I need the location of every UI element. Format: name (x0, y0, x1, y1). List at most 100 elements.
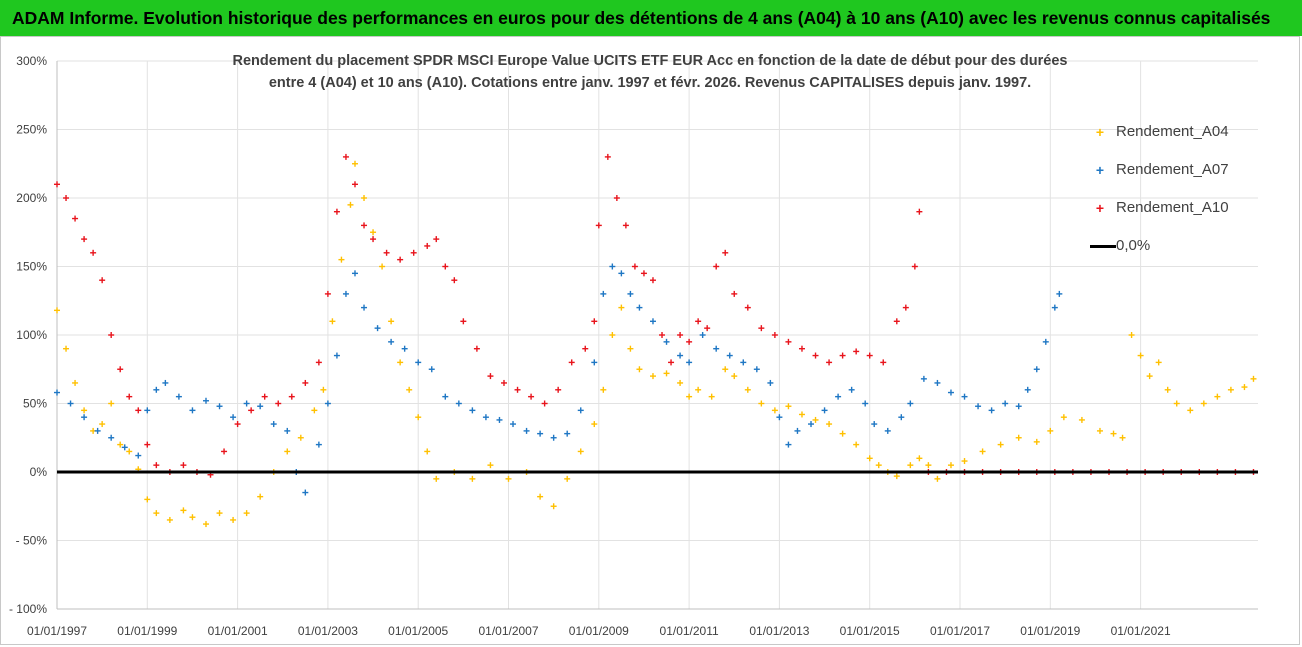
data-point (361, 304, 368, 311)
data-point (537, 430, 544, 437)
data-point (370, 229, 377, 236)
x-tick-label: 01/01/2009 (569, 624, 629, 638)
data-point (99, 421, 106, 428)
chart-frame (0, 36, 1300, 645)
data-point (1002, 400, 1009, 407)
data-point (663, 338, 670, 345)
data-point (898, 414, 905, 421)
data-point (785, 441, 792, 448)
data-point (126, 448, 133, 455)
data-point (72, 379, 79, 386)
data-point (243, 400, 250, 407)
data-point (257, 493, 264, 500)
data-point (699, 332, 706, 338)
data-point (649, 373, 656, 380)
data-point (175, 393, 182, 400)
data-point (153, 510, 160, 517)
data-point (108, 332, 115, 338)
data-point (686, 359, 693, 366)
data-point (108, 400, 115, 407)
data-point (383, 249, 390, 256)
chart-grid (56, 60, 1258, 610)
data-point (288, 393, 295, 400)
data-point (388, 338, 395, 345)
data-point (261, 393, 268, 400)
data-point (1015, 434, 1022, 441)
data-point (216, 510, 223, 517)
data-point (415, 414, 422, 421)
data-point (153, 462, 160, 469)
data-point (564, 475, 571, 482)
data-point (997, 441, 1004, 448)
data-point (708, 393, 715, 400)
data-point (514, 386, 521, 393)
data-point (180, 507, 187, 514)
data-point (758, 400, 765, 407)
x-tick-label: 01/01/2007 (478, 624, 538, 638)
data-point (311, 407, 318, 414)
data-point (189, 514, 196, 521)
data-point (469, 407, 476, 414)
data-point (975, 403, 982, 410)
data-point (397, 256, 404, 263)
data-point (406, 386, 413, 393)
data-point (166, 516, 173, 523)
data-point (722, 366, 729, 373)
data-point (618, 270, 625, 277)
data-point (1015, 403, 1022, 410)
data-point (202, 521, 209, 528)
data-point (613, 195, 620, 201)
data-point (866, 455, 873, 462)
data-point (121, 444, 128, 451)
x-tick-label: 01/01/2013 (749, 624, 809, 638)
data-point (388, 318, 395, 325)
data-point (144, 441, 151, 448)
data-point (875, 462, 882, 469)
data-point (351, 181, 358, 188)
data-point (591, 318, 598, 325)
data-point (550, 503, 557, 510)
data-point (1047, 427, 1054, 434)
data-point (686, 338, 693, 345)
data-point (469, 475, 476, 482)
data-point (302, 489, 309, 496)
data-point (329, 318, 336, 325)
data-point (839, 430, 846, 437)
data-point (135, 407, 142, 414)
data-point (401, 345, 408, 352)
data-point (591, 421, 598, 428)
data-point (785, 403, 792, 410)
data-point (54, 389, 60, 396)
data-point (1173, 400, 1180, 407)
data-point (315, 441, 322, 448)
data-point (866, 352, 873, 359)
data-point (794, 427, 801, 434)
data-point (333, 208, 340, 215)
data-point (243, 510, 250, 517)
legend-item-a07: + Rendement_A07 (1090, 158, 1280, 196)
data-point (848, 386, 855, 393)
data-point (284, 448, 291, 455)
data-point (916, 455, 923, 462)
data-point (627, 290, 634, 297)
x-tick-label: 01/01/1997 (27, 624, 87, 638)
data-point (776, 414, 783, 421)
data-point (482, 414, 489, 421)
data-point (451, 277, 458, 284)
data-point (234, 421, 241, 428)
x-tick-label: 01/01/2011 (660, 624, 719, 638)
data-point (541, 400, 548, 407)
data-point (988, 407, 995, 414)
data-point (351, 270, 358, 277)
data-point (221, 448, 228, 455)
data-point (126, 393, 133, 400)
data-point (180, 462, 187, 469)
data-point (99, 277, 106, 284)
data-point (911, 263, 918, 270)
data-point (785, 338, 792, 345)
data-point (415, 359, 422, 366)
data-point (351, 160, 358, 167)
data-point (302, 379, 309, 386)
data-point (315, 359, 322, 366)
data-point (94, 427, 101, 434)
